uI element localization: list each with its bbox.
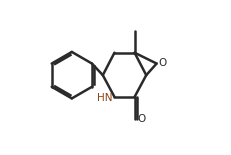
Text: O: O (158, 58, 166, 68)
Text: O: O (136, 114, 145, 124)
Text: HN: HN (96, 93, 112, 103)
